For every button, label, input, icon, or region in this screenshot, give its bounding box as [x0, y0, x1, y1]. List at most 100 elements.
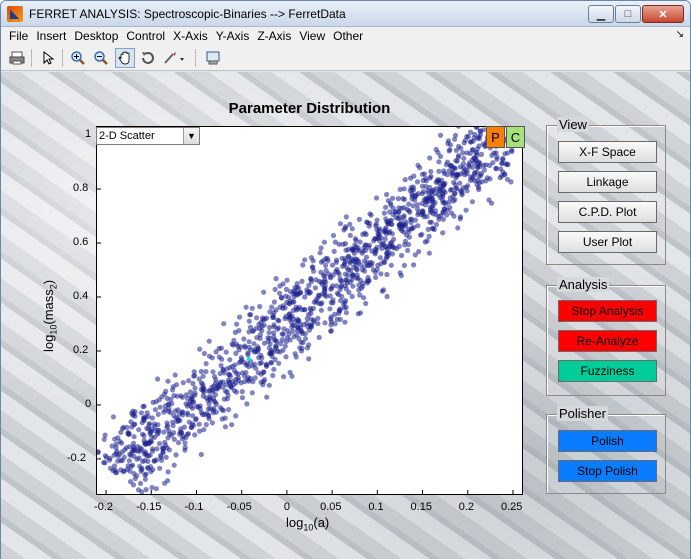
- minimize-button[interactable]: ▁: [588, 5, 614, 23]
- x-tick-label: 0.1: [368, 501, 384, 513]
- scatter-point: [489, 200, 495, 206]
- link-plot-icon[interactable]: [203, 48, 223, 68]
- scatter-point: [401, 205, 407, 211]
- scatter-point: [307, 322, 313, 328]
- chevron-down-icon[interactable]: ▼: [183, 128, 199, 144]
- scatter-point: [374, 266, 380, 273]
- scatter-point: [127, 468, 133, 474]
- cpd-plot-button[interactable]: C.P.D. Plot: [558, 201, 657, 223]
- scatter-point: [182, 447, 188, 453]
- menu-file[interactable]: File: [9, 29, 29, 43]
- scatter-point: [192, 432, 198, 438]
- re-analyze-button[interactable]: Re-Analyze: [558, 330, 657, 352]
- scatter-point: [192, 390, 198, 396]
- linkage-button[interactable]: Linkage: [558, 171, 657, 193]
- title-bar[interactable]: FERRET ANALYSIS: Spectroscopic-Binaries …: [1, 1, 690, 27]
- scatter-point: [243, 304, 249, 310]
- menu-y-axis[interactable]: Y-Axis: [215, 29, 250, 43]
- scatter-point: [219, 407, 225, 413]
- scatter-point: [403, 223, 409, 229]
- x-axis-label: log10(a): [286, 515, 330, 533]
- fuzziness-button[interactable]: Fuzziness: [558, 360, 657, 382]
- scatter-point: [344, 265, 350, 271]
- scatter-point: [119, 426, 126, 432]
- scatter-point: [343, 247, 349, 253]
- scatter-point: [181, 424, 187, 430]
- scatter-point: [261, 289, 267, 295]
- scatter-point: [373, 274, 379, 280]
- scatter-point: [173, 382, 180, 388]
- scatter-point: [464, 134, 470, 140]
- menu-other[interactable]: Other: [333, 29, 364, 43]
- scatter-point: [374, 244, 380, 251]
- scatter-point: [279, 295, 285, 301]
- pan-hand-icon[interactable]: [115, 48, 135, 68]
- scatter-point: [189, 395, 195, 401]
- scatter-point: [278, 341, 284, 347]
- stop-analysis-button[interactable]: Stop Analysis: [558, 300, 657, 322]
- scatter-point: [428, 173, 434, 180]
- scatter-point: [286, 316, 292, 322]
- scatter-axes[interactable]: [96, 126, 523, 495]
- scatter-point: [417, 165, 423, 171]
- zoom-out-icon[interactable]: [91, 48, 111, 68]
- scatter-point: [147, 452, 153, 458]
- p-button[interactable]: P: [486, 126, 505, 148]
- pointer-icon[interactable]: [38, 48, 58, 68]
- scatter-point: [401, 262, 407, 268]
- scatter-point: [145, 458, 151, 464]
- user-plot-button[interactable]: User Plot: [558, 231, 657, 253]
- analysis-panel-title: Analysis: [557, 277, 610, 292]
- scatter-point: [432, 208, 438, 214]
- menu-x-axis[interactable]: X-Axis: [173, 29, 208, 43]
- scatter-point: [318, 245, 324, 251]
- scatter-point: [300, 339, 306, 346]
- polish-button[interactable]: Polish: [558, 430, 657, 452]
- scatter-point: [251, 341, 257, 347]
- stop-polish-button[interactable]: Stop Polish: [558, 460, 657, 482]
- print-icon[interactable]: [7, 48, 27, 68]
- scatter-point: [249, 390, 255, 396]
- scatter-point: [402, 177, 408, 183]
- close-button[interactable]: ✕: [642, 5, 684, 23]
- scatter-point: [450, 193, 456, 199]
- menu-insert[interactable]: Insert: [36, 29, 67, 43]
- scatter-point: [340, 241, 346, 247]
- menu-z-axis[interactable]: Z-Axis: [257, 29, 292, 43]
- scatter-point: [283, 354, 289, 360]
- scatter-point: [446, 148, 452, 154]
- scatter-point: [129, 449, 135, 455]
- menu-desktop[interactable]: Desktop: [74, 29, 119, 43]
- scatter-point: [384, 271, 390, 278]
- scatter-point: [173, 452, 179, 458]
- c-button[interactable]: C: [506, 126, 525, 148]
- scatter-point: [206, 388, 212, 394]
- data-brush-icon[interactable]: [161, 48, 187, 68]
- scatter-point: [277, 349, 283, 355]
- scatter-point: [477, 128, 483, 134]
- scatter-point: [106, 457, 113, 463]
- scatter-point: [493, 166, 499, 172]
- menu-control[interactable]: Control: [126, 29, 166, 43]
- scatter-point: [362, 268, 368, 274]
- x-f-space-button[interactable]: X-F Space: [558, 141, 657, 163]
- rotate-3d-icon[interactable]: [138, 48, 158, 68]
- scatter-point: [421, 197, 427, 203]
- scatter-point: [252, 375, 258, 381]
- scatter-point: [142, 472, 148, 478]
- maximize-button[interactable]: □: [615, 5, 641, 23]
- matlab-logo-icon: [7, 6, 23, 22]
- scatter-point: [319, 279, 325, 285]
- zoom-in-icon[interactable]: [68, 48, 88, 68]
- scatter-point: [226, 407, 232, 413]
- scatter-point: [233, 350, 239, 356]
- scatter-point: [235, 371, 241, 377]
- scatter-point: [273, 276, 279, 282]
- dock-arrow-icon[interactable]: ↘: [675, 29, 684, 40]
- scatter-point: [302, 336, 309, 342]
- plot-type-dropdown[interactable]: 2-D Scatter ▼: [96, 127, 200, 145]
- scatter-point: [102, 460, 108, 466]
- scatter-point: [271, 314, 277, 321]
- menu-view[interactable]: View: [299, 29, 326, 43]
- scatter-point: [502, 151, 508, 157]
